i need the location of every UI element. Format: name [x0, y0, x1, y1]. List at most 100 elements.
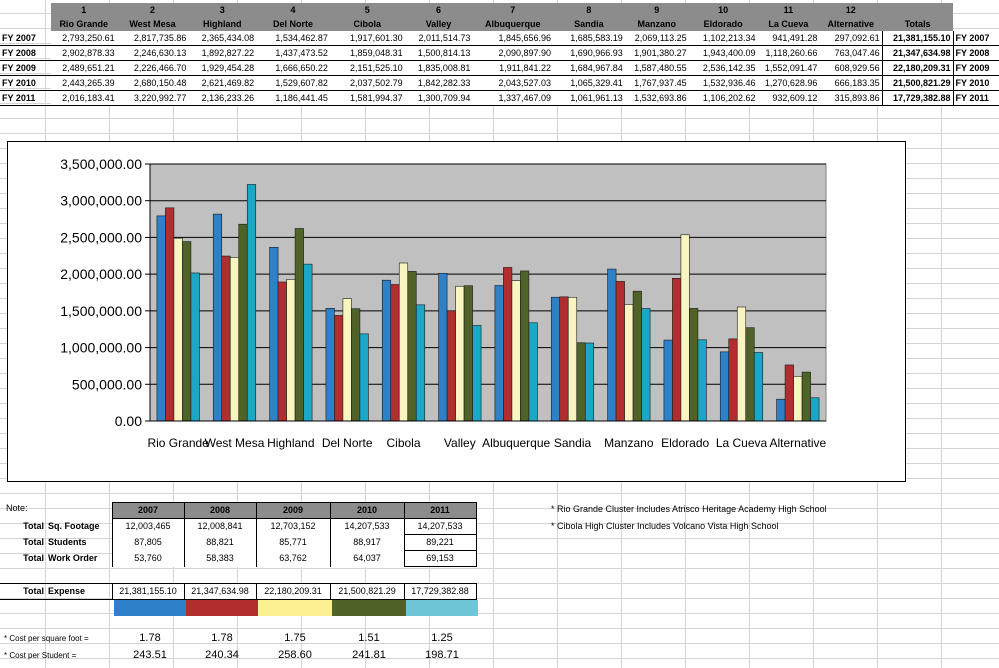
row-label: Sq. Footage	[48, 521, 100, 531]
chart-bar	[784, 364, 794, 422]
chart-bar	[550, 296, 561, 422]
cost-value: 241.81	[352, 649, 386, 661]
cell-value: 1,767,937.45	[624, 75, 689, 91]
y-tick-label: 500,000.00	[72, 376, 142, 392]
stats-row: Total Students 87,805 88,821 85,771 88,917 89,…	[0, 534, 477, 551]
cost-value: 198.71	[425, 649, 459, 661]
chart-bar	[221, 255, 231, 422]
cost-label: * Cost per square foot =	[4, 634, 89, 643]
column-school-name: Valley	[404, 17, 473, 31]
column-school-name: Cibola	[329, 17, 405, 31]
stat-value: 89,221	[403, 534, 477, 551]
cell-value: 1,500,814.13	[404, 45, 473, 61]
x-tick-label: Manzano	[604, 436, 654, 450]
row-label-right: FY 2008	[953, 45, 999, 61]
cell-value: 1,102,213.34	[688, 31, 758, 46]
row-label-right: FY 2007	[953, 31, 999, 46]
column-school-name: La Cueva	[757, 17, 820, 31]
cell-value: 1,106,202.62	[688, 90, 758, 106]
table-row: FY 2008 2,902,878.33 2,246,630.13 1,892,827…	[0, 45, 999, 61]
chart-bar	[697, 339, 707, 422]
y-tick-label: 0.00	[115, 413, 142, 429]
column-number: 6	[404, 3, 473, 17]
chart-bar	[156, 215, 166, 422]
chart-bar	[801, 371, 811, 422]
chart-bar	[719, 351, 730, 422]
stats-row: Total Sq. Footage 12,003,465 12,008,841 12,7…	[0, 518, 477, 535]
y-tick-label: 3,500,000.00	[60, 156, 142, 172]
row-label-right: FY 2010	[953, 75, 999, 91]
cell-value: 2,680,150.48	[116, 75, 189, 91]
chart-bar	[190, 272, 200, 422]
cell-value: 1,118,260.66	[757, 45, 820, 61]
stat-value: 14,207,533	[403, 518, 477, 535]
chart-bar	[407, 271, 417, 422]
expense-value: 22,180,209.31	[255, 583, 331, 600]
column-school-name: West Mesa	[116, 17, 189, 31]
cell-value: 1,061,961.13	[553, 90, 625, 106]
note-label: Note:	[6, 503, 28, 513]
stat-value: 88,917	[329, 534, 405, 551]
cell-value: 941,491.28	[757, 31, 820, 46]
chart-bar	[641, 308, 651, 422]
cell-value: 2,043,527.03	[472, 75, 554, 91]
row-label-total: Total	[23, 521, 44, 531]
cell-value: 1,587,480.55	[624, 60, 689, 76]
chart-bar	[607, 268, 617, 422]
cell-value: 2,621,469.82	[188, 75, 257, 91]
row-label: Students	[48, 537, 87, 547]
chart-bar	[342, 298, 352, 422]
year-header: 2009	[255, 502, 331, 519]
stat-value: 14,207,533	[329, 518, 405, 535]
table-row: FY 2009 2,489,651.21 2,226,466.70 1,929,454…	[0, 60, 999, 76]
cell-value: 2,443,265.39	[50, 75, 117, 91]
chart-bar	[351, 308, 361, 422]
cell-value: 1,581,994.37	[329, 90, 405, 106]
table-row: FY 2007 2,793,250.61 2,817,735.86 2,365,434…	[0, 31, 999, 46]
cell-value: 2,151,525.10	[329, 60, 405, 76]
column-school-name: Eldorado	[688, 17, 758, 31]
cell-value: 1,532,936.46	[688, 75, 758, 91]
year-header: 2007	[111, 502, 185, 519]
year-color-swatch	[332, 600, 406, 616]
cell-value: 1,685,583.19	[553, 31, 625, 46]
cell-value: 2,136,233.26	[188, 90, 257, 106]
cell-value: 2,536,142.35	[688, 60, 758, 76]
x-tick-label: La Cueva	[716, 436, 768, 450]
column-number: 5	[329, 3, 405, 17]
chart-bar	[520, 270, 530, 422]
cost-value: 1.51	[358, 632, 380, 644]
chart-bar	[672, 277, 682, 422]
y-tick-label: 2,500,000.00	[60, 229, 142, 245]
chart-bar	[286, 279, 296, 422]
chart-bar	[567, 296, 578, 422]
x-tick-label: Valley	[444, 436, 476, 450]
cell-value: 2,037,502.79	[329, 75, 405, 91]
column-number: 7	[472, 3, 554, 17]
column-school-name: Albuquerque	[472, 17, 554, 31]
cost-value: 258.60	[278, 649, 312, 661]
cell-value: 2,817,735.86	[116, 31, 189, 46]
chart-bar	[503, 267, 513, 422]
row-label-right: FY 2009	[953, 60, 999, 76]
column-number: 4	[256, 3, 330, 17]
cell-value: 1,929,454.28	[188, 60, 257, 76]
chart-bar	[334, 315, 344, 422]
cell-value: 2,793,250.61	[50, 31, 117, 46]
cell-total: 22,180,209.31	[881, 60, 954, 76]
cell-value: 2,489,651.21	[50, 60, 117, 76]
footnote-rio-grande: * Rio Grande Cluster Includes Atrisco He…	[551, 504, 827, 514]
row-label: FY 2010	[0, 75, 51, 91]
cell-value: 1,842,282.33	[404, 75, 473, 91]
row-label: Expense	[46, 583, 112, 600]
header-blank	[0, 3, 51, 17]
expense-table: 1 2 3 4 5 6 7 8 9 10 11 12 Rio Grande West Mesa Highla…	[0, 3, 999, 106]
chart-bar	[632, 290, 642, 422]
y-tick-label: 1,500,000.00	[60, 303, 142, 319]
chart-bar	[584, 342, 595, 422]
chart-bar	[663, 339, 673, 422]
table-row: FY 2011 2,016,183.41 3,220,992.77 2,136,233…	[0, 90, 999, 106]
x-tick-label: Alternative	[769, 436, 826, 450]
column-number: 1	[50, 3, 117, 17]
chart-bar	[359, 333, 369, 422]
